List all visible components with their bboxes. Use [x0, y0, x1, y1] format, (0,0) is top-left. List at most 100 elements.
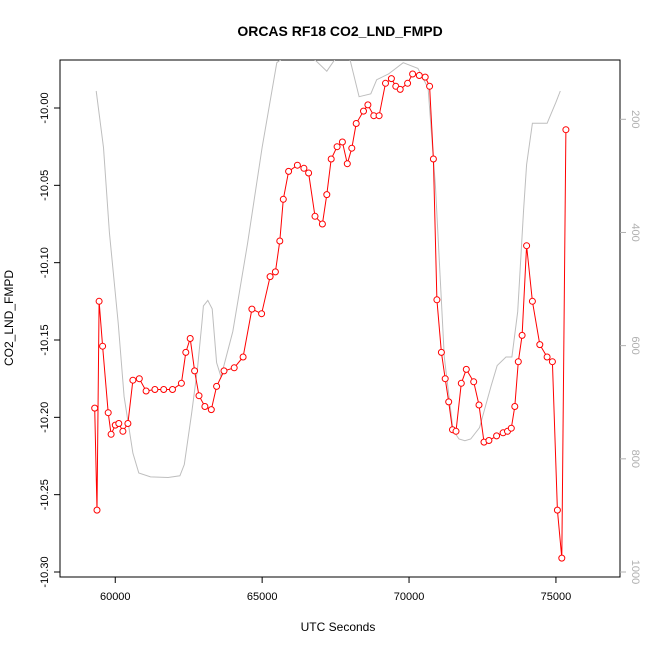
data-point	[151, 386, 159, 393]
data-point	[293, 161, 301, 169]
data-point	[266, 273, 274, 281]
x-tick-label: 75000	[541, 591, 572, 603]
data-point	[239, 353, 247, 361]
data-point	[352, 120, 360, 127]
data-point	[421, 73, 429, 81]
data-point	[396, 85, 404, 93]
secondary-series-line	[95, 60, 561, 479]
x-tick-label: 65000	[247, 591, 278, 603]
primary-series-line	[94, 73, 567, 559]
data-point	[201, 403, 209, 410]
y-axis-label: CO2_LND_FMPD	[2, 270, 16, 366]
data-point	[191, 367, 199, 375]
data-point	[528, 297, 536, 305]
data-point	[276, 237, 284, 245]
data-point	[160, 386, 168, 393]
data-point	[462, 365, 470, 373]
data-point	[543, 353, 551, 361]
data-point	[169, 386, 176, 393]
data-point	[375, 112, 383, 120]
x-tick-label: 60000	[100, 591, 131, 603]
secondary-series	[95, 60, 561, 479]
data-point	[441, 375, 449, 383]
y2-tick-label: 200	[629, 110, 641, 128]
data-point	[523, 242, 531, 250]
data-point	[91, 404, 99, 412]
data-point	[318, 220, 326, 228]
data-point	[558, 554, 566, 562]
data-point	[311, 212, 319, 220]
data-point	[404, 79, 412, 87]
data-point	[258, 310, 266, 318]
data-point	[135, 375, 143, 383]
data-point	[323, 191, 331, 199]
y-tick-label: -10.15	[39, 324, 51, 355]
data-point	[99, 342, 107, 350]
data-point	[285, 167, 293, 175]
data-point	[327, 155, 335, 163]
data-point	[95, 297, 103, 305]
y2-tick-label: 600	[629, 336, 641, 354]
data-point	[300, 164, 308, 172]
x-axis-label: UTC Seconds	[301, 620, 376, 634]
data-point	[429, 155, 437, 163]
data-point	[548, 358, 556, 366]
data-point	[142, 387, 150, 395]
data-point	[119, 427, 127, 435]
data-point	[433, 296, 441, 304]
data-point	[186, 335, 194, 342]
data-point	[129, 376, 137, 384]
data-point	[338, 138, 346, 146]
data-point	[348, 144, 356, 152]
data-point	[230, 364, 238, 372]
data-point	[511, 403, 519, 410]
data-point	[182, 348, 190, 356]
data-point	[437, 348, 445, 356]
y-tick-label: -10.30	[39, 556, 51, 587]
y2-tick-label: 400	[629, 223, 641, 241]
y-tick-label: -10.00	[39, 92, 51, 123]
data-point	[514, 358, 522, 366]
plot-frame	[59, 59, 621, 578]
data-point	[562, 126, 570, 134]
data-point	[445, 398, 453, 406]
data-point	[485, 437, 493, 444]
data-point	[518, 331, 526, 339]
y-tick-label: -10.25	[39, 479, 51, 510]
data-point	[387, 75, 395, 83]
data-point	[207, 406, 215, 414]
data-point	[115, 420, 123, 427]
data-point	[452, 427, 460, 435]
data-point	[124, 420, 132, 427]
data-point	[553, 506, 561, 514]
data-point	[475, 401, 483, 409]
data-point	[409, 70, 417, 78]
data-point	[343, 160, 351, 168]
data-point	[333, 143, 341, 151]
primary-series	[91, 70, 570, 562]
data-point	[364, 101, 372, 109]
x-tick-label: 70000	[394, 591, 425, 603]
axes: 60000 65000 70000 75000 -10.30 -10.25 -10.20 -1…	[39, 92, 641, 603]
data-point	[507, 424, 515, 432]
data-point	[213, 382, 221, 390]
data-point	[382, 79, 389, 87]
data-point	[279, 195, 287, 203]
data-point	[536, 341, 544, 349]
data-point	[93, 506, 101, 514]
y2-tick-label: 1000	[629, 560, 641, 584]
data-point	[271, 268, 279, 276]
y-tick-label: -10.10	[39, 247, 51, 278]
data-point	[107, 430, 115, 438]
data-point	[305, 169, 313, 177]
y-tick-label: -10.05	[39, 170, 51, 201]
data-point	[104, 409, 112, 417]
y2-tick-label: 800	[629, 450, 641, 468]
y-tick-label: -10.20	[39, 402, 51, 433]
data-point	[457, 379, 465, 387]
data-point	[426, 82, 434, 90]
data-point	[195, 392, 203, 400]
data-point	[415, 72, 423, 79]
data-point	[470, 378, 478, 386]
